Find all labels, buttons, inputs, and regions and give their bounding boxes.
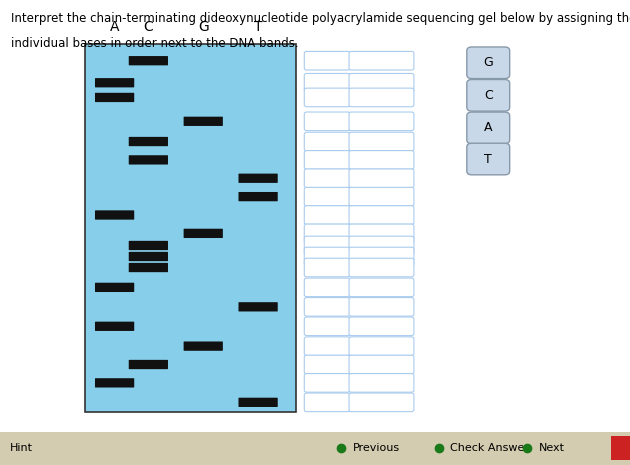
- Text: A: A: [110, 20, 119, 34]
- FancyBboxPatch shape: [304, 298, 350, 316]
- Text: Previous: Previous: [353, 443, 400, 453]
- FancyBboxPatch shape: [304, 169, 350, 187]
- FancyBboxPatch shape: [304, 73, 350, 92]
- FancyBboxPatch shape: [95, 283, 134, 292]
- FancyBboxPatch shape: [304, 88, 350, 107]
- FancyBboxPatch shape: [349, 298, 414, 316]
- FancyBboxPatch shape: [304, 151, 350, 169]
- FancyBboxPatch shape: [467, 47, 510, 79]
- FancyBboxPatch shape: [129, 155, 168, 165]
- FancyBboxPatch shape: [304, 52, 350, 70]
- FancyBboxPatch shape: [304, 132, 350, 151]
- FancyBboxPatch shape: [95, 93, 134, 102]
- FancyBboxPatch shape: [95, 78, 134, 87]
- FancyBboxPatch shape: [239, 192, 278, 201]
- Bar: [611, 436, 630, 460]
- FancyBboxPatch shape: [349, 258, 414, 277]
- Text: Check Answer: Check Answer: [450, 443, 529, 453]
- FancyBboxPatch shape: [349, 151, 414, 169]
- FancyBboxPatch shape: [349, 393, 414, 412]
- Text: G: G: [483, 56, 493, 69]
- Text: Next: Next: [539, 443, 564, 453]
- FancyBboxPatch shape: [129, 241, 168, 250]
- FancyBboxPatch shape: [304, 337, 350, 355]
- FancyBboxPatch shape: [304, 224, 350, 243]
- Bar: [0, 432, 630, 465]
- FancyBboxPatch shape: [304, 317, 350, 336]
- FancyBboxPatch shape: [349, 112, 414, 131]
- FancyBboxPatch shape: [467, 80, 510, 111]
- FancyBboxPatch shape: [304, 278, 350, 297]
- FancyBboxPatch shape: [129, 252, 168, 261]
- FancyBboxPatch shape: [95, 378, 134, 387]
- FancyBboxPatch shape: [349, 52, 414, 70]
- FancyBboxPatch shape: [304, 373, 350, 392]
- FancyBboxPatch shape: [239, 302, 278, 312]
- FancyBboxPatch shape: [349, 236, 414, 255]
- FancyBboxPatch shape: [349, 337, 414, 355]
- FancyBboxPatch shape: [304, 187, 350, 206]
- Text: G: G: [198, 20, 209, 34]
- FancyBboxPatch shape: [95, 322, 134, 331]
- FancyBboxPatch shape: [95, 210, 134, 219]
- Text: Hint: Hint: [9, 443, 33, 453]
- FancyBboxPatch shape: [304, 355, 350, 374]
- FancyBboxPatch shape: [349, 187, 414, 206]
- FancyBboxPatch shape: [304, 247, 350, 266]
- FancyBboxPatch shape: [304, 258, 350, 277]
- FancyBboxPatch shape: [304, 393, 350, 412]
- Text: individual bases in order next to the DNA bands.: individual bases in order next to the DN…: [11, 37, 299, 50]
- FancyBboxPatch shape: [467, 143, 510, 175]
- FancyBboxPatch shape: [467, 112, 510, 144]
- FancyBboxPatch shape: [349, 373, 414, 392]
- FancyBboxPatch shape: [349, 88, 414, 107]
- FancyBboxPatch shape: [349, 317, 414, 336]
- FancyBboxPatch shape: [304, 236, 350, 255]
- FancyBboxPatch shape: [183, 117, 223, 126]
- FancyBboxPatch shape: [239, 398, 278, 407]
- FancyBboxPatch shape: [349, 206, 414, 224]
- Bar: [85, 44, 296, 412]
- FancyBboxPatch shape: [349, 132, 414, 151]
- Text: T: T: [254, 20, 262, 34]
- FancyBboxPatch shape: [349, 247, 414, 266]
- FancyBboxPatch shape: [349, 169, 414, 187]
- FancyBboxPatch shape: [129, 263, 168, 272]
- FancyBboxPatch shape: [129, 360, 168, 369]
- Text: C: C: [144, 20, 153, 34]
- FancyBboxPatch shape: [349, 224, 414, 243]
- FancyBboxPatch shape: [304, 112, 350, 131]
- FancyBboxPatch shape: [349, 73, 414, 92]
- Text: A: A: [484, 121, 493, 134]
- Text: Interpret the chain-terminating dideoxynucleotide polyacrylamide sequencing gel : Interpret the chain-terminating dideoxyn…: [11, 12, 630, 25]
- FancyBboxPatch shape: [129, 56, 168, 66]
- FancyBboxPatch shape: [304, 206, 350, 224]
- FancyBboxPatch shape: [349, 355, 414, 374]
- FancyBboxPatch shape: [349, 278, 414, 297]
- FancyBboxPatch shape: [183, 341, 223, 351]
- FancyBboxPatch shape: [129, 137, 168, 146]
- FancyBboxPatch shape: [239, 173, 278, 183]
- Text: T: T: [484, 153, 492, 166]
- FancyBboxPatch shape: [183, 229, 223, 238]
- Text: C: C: [484, 89, 493, 102]
